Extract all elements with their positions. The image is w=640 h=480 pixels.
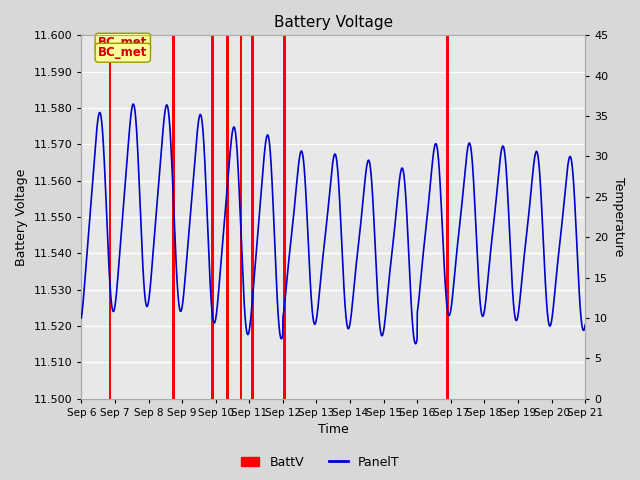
- Text: BC_met: BC_met: [98, 46, 147, 59]
- Bar: [446, 36, 449, 398]
- Title: Battery Voltage: Battery Voltage: [274, 15, 393, 30]
- Legend: BattV, PanelT: BattV, PanelT: [236, 451, 404, 474]
- X-axis label: Time: Time: [318, 423, 349, 436]
- Bar: [109, 36, 111, 398]
- Bar: [172, 36, 175, 398]
- Bar: [211, 36, 214, 398]
- Text: BC_met: BC_met: [98, 36, 147, 49]
- Bar: [252, 36, 254, 398]
- Y-axis label: Temperature: Temperature: [612, 177, 625, 257]
- Bar: [284, 36, 286, 398]
- Bar: [226, 36, 228, 398]
- Bar: [239, 36, 242, 398]
- Y-axis label: Battery Voltage: Battery Voltage: [15, 168, 28, 265]
